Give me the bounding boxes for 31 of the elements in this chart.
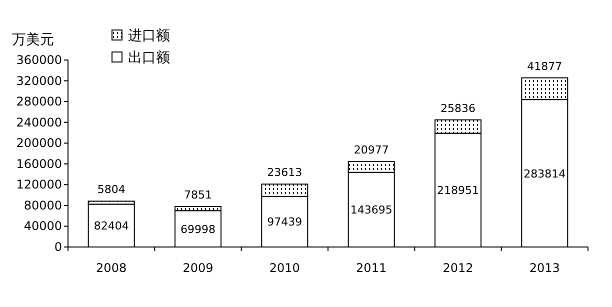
y-tick-label: 240000 xyxy=(16,115,62,130)
y-tick-label: 320000 xyxy=(16,74,62,88)
data-label: 7851 xyxy=(184,188,212,202)
y-tick-label: 40000 xyxy=(24,219,62,234)
legend-label: 出口额 xyxy=(128,50,170,66)
data-label: 283814 xyxy=(524,167,566,180)
data-label: 69998 xyxy=(180,222,216,236)
data-label: 25836 xyxy=(440,102,476,115)
data-label: 5804 xyxy=(97,183,126,196)
y-tick-label: 80000 xyxy=(24,198,62,212)
x-tick-label: 2011 xyxy=(356,261,387,275)
y-tick-label: 360000 xyxy=(16,53,62,67)
data-label: 20977 xyxy=(354,143,389,156)
data-label: 82404 xyxy=(94,220,129,233)
data-label: 143695 xyxy=(350,204,392,217)
x-tick-label: 2008 xyxy=(96,261,127,275)
y-tick-label: 160000 xyxy=(16,156,62,171)
x-tick-label: 2009 xyxy=(182,261,214,275)
data-label: 97439 xyxy=(267,216,302,229)
x-tick-label: 2010 xyxy=(269,261,300,275)
data-label: 23613 xyxy=(267,166,302,180)
data-label: 218951 xyxy=(437,184,479,198)
data-label: 41877 xyxy=(527,60,562,73)
x-tick-label: 2012 xyxy=(442,261,474,275)
legend-label: 进口额 xyxy=(128,28,170,44)
y-tick-label: 280000 xyxy=(16,94,62,109)
y-tick-label: 0 xyxy=(54,240,62,254)
y-tick-label: 200000 xyxy=(16,136,62,150)
x-tick-label: 2013 xyxy=(529,261,560,275)
y-tick-label: 120000 xyxy=(16,178,62,192)
y-axis-title: 万美元 xyxy=(12,32,54,48)
